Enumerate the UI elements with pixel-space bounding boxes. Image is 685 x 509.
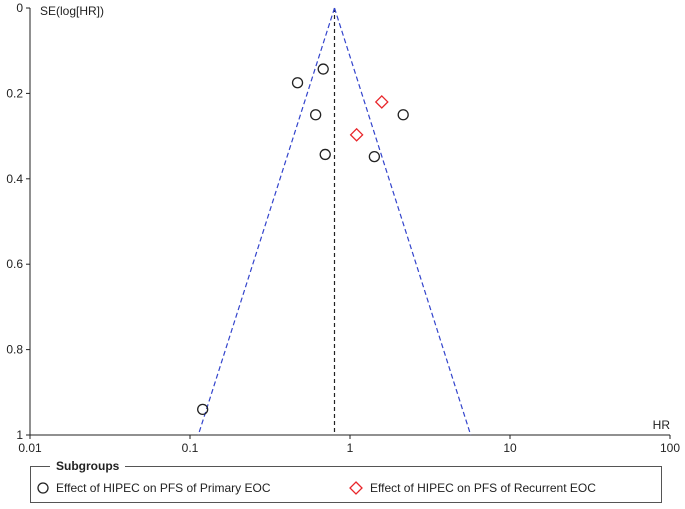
y-tick-label: 0.8 <box>6 343 23 357</box>
x-tick-label: 0.1 <box>182 441 199 455</box>
circle-marker-icon <box>37 482 49 494</box>
legend-title: Subgroups <box>50 459 126 473</box>
funnel-lines <box>197 7 472 436</box>
y-tick-label: 0.4 <box>6 172 23 186</box>
y-axis-title: SE(log[HR]) <box>40 4 104 18</box>
legend-item-recurrent: Effect of HIPEC on PFS of Recurrent EOC <box>348 481 596 495</box>
y-tick-label: 0.6 <box>6 257 23 271</box>
x-tick-label: 10 <box>503 441 517 455</box>
data-points <box>197 63 409 416</box>
legend-item-primary: Effect of HIPEC on PFS of Primary EOC <box>36 481 271 495</box>
primary-eoc-point <box>397 109 409 121</box>
primary-eoc-point <box>317 63 329 75</box>
primary-eoc-point <box>291 77 304 89</box>
funnel-left-line <box>197 7 336 436</box>
legend-box <box>30 466 662 503</box>
legend-label-recurrent: Effect of HIPEC on PFS of Recurrent EOC <box>370 481 596 495</box>
primary-eoc-point <box>197 403 209 416</box>
x-tick-label: 100 <box>660 441 680 455</box>
legend-label-primary: Effect of HIPEC on PFS of Primary EOC <box>56 481 271 495</box>
x-tick-label: 0.01 <box>18 441 42 455</box>
funnel-right-line <box>333 7 472 436</box>
x-axis-title: HR <box>653 418 671 432</box>
diamond-marker-icon <box>349 481 363 495</box>
primary-eoc-point <box>319 148 331 161</box>
primary-eoc-point <box>310 109 322 121</box>
y-tick-label: 0.2 <box>6 86 23 100</box>
primary-eoc-point <box>368 150 381 163</box>
plot-axes <box>26 7 671 439</box>
recurrent-eoc-point <box>349 127 364 142</box>
y-tick-label: 1 <box>16 428 23 442</box>
x-tick-label: 1 <box>347 441 354 455</box>
recurrent-eoc-point <box>374 95 389 109</box>
y-tick-label: 0 <box>16 1 23 15</box>
